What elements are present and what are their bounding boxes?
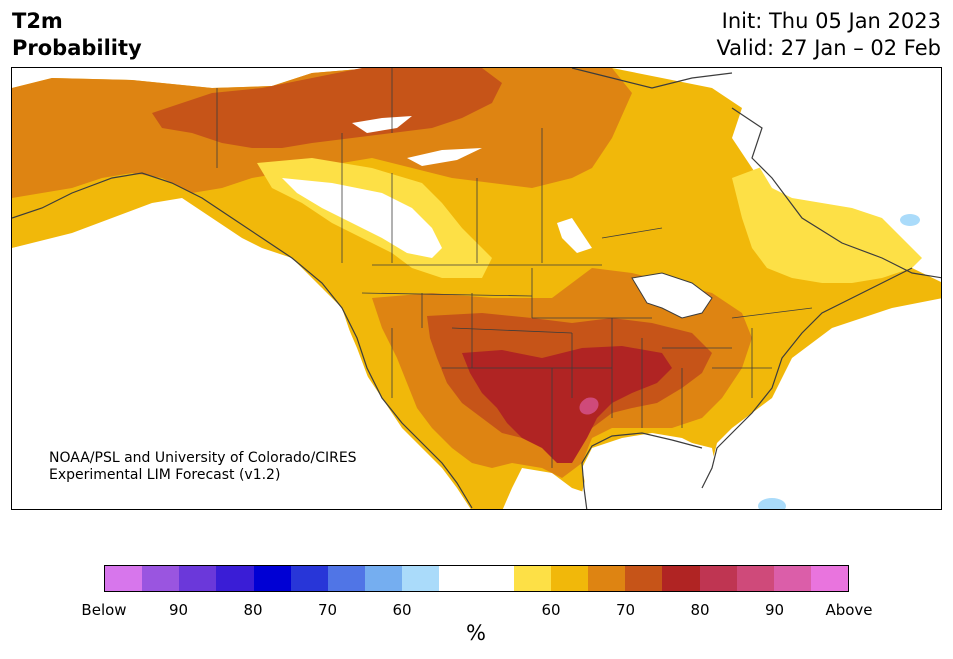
below-normal-spot-se	[758, 498, 786, 509]
colorbar-bin	[105, 566, 143, 591]
colorbar-bin	[550, 566, 589, 591]
title-line-1: T2m	[12, 9, 63, 33]
above-max-spot	[579, 397, 599, 415]
colorbar-tick-label: 70	[317, 601, 338, 619]
colorbar-tick-label: 90	[764, 601, 785, 619]
title-line-2: Probability	[12, 36, 142, 60]
probability-map	[11, 67, 942, 510]
forecast-dates: Init: Thu 05 Jan 2023 Valid: 27 Jan – 02…	[716, 8, 941, 62]
colorbar-bin	[699, 566, 737, 591]
colorbar-bin	[476, 566, 514, 591]
colorbar-bin	[513, 566, 551, 591]
colorbar-tick-label: 80	[243, 601, 263, 619]
map-title: T2m Probability	[12, 8, 142, 62]
colorbar-tick-label: Below	[81, 601, 127, 619]
colorbar-bin	[216, 566, 254, 591]
near-normal-gulf	[582, 438, 717, 509]
colorbar-bin	[142, 566, 180, 591]
large-lake-1	[352, 116, 412, 133]
init-date: Init: Thu 05 Jan 2023	[721, 9, 941, 33]
colorbar-bin	[439, 566, 477, 591]
credit-text: NOAA/PSL and University of Colorado/CIRE…	[49, 450, 357, 484]
colorbar-tick-label: 60	[392, 601, 412, 619]
large-lake-2	[407, 148, 482, 166]
colorbar-tick-label: 60	[541, 601, 561, 619]
north-region-80	[152, 68, 502, 148]
great-lakes	[631, 272, 713, 319]
credit-line-2: Experimental LIM Forecast (v1.2)	[49, 467, 281, 483]
map-canvas	[12, 68, 941, 509]
colorbar-bin	[253, 566, 291, 591]
colorbar-bin	[810, 566, 849, 591]
lake-winnipeg	[557, 218, 592, 253]
colorbar-bin	[402, 566, 440, 591]
colorbar-tick-label: 70	[615, 601, 636, 619]
colorbar-bin	[662, 566, 700, 591]
colorbar-bin	[290, 566, 328, 591]
colorbar-bin	[327, 566, 366, 591]
coastlines	[12, 68, 941, 509]
below-normal-spot-ne	[900, 214, 920, 226]
colorbar-tick-label: 80	[690, 601, 710, 619]
credit-line-1: NOAA/PSL and University of Colorado/CIRE…	[49, 450, 357, 466]
colorbar-bin	[588, 566, 626, 591]
near-normal-east	[747, 98, 941, 268]
colorbar-tick-label: Above	[825, 601, 873, 619]
colorbar-bin	[625, 566, 663, 591]
colorbar-bin	[736, 566, 774, 591]
near-normal-west	[282, 178, 442, 258]
colorbar-bin	[365, 566, 403, 591]
colorbar-bin	[179, 566, 217, 591]
valid-dates: Valid: 27 Jan – 02 Feb	[716, 36, 941, 60]
colorbar	[104, 565, 849, 592]
colorbar-unit: %	[466, 621, 486, 645]
colorbar-tick-label: 90	[168, 601, 189, 619]
region-above-max	[462, 346, 672, 463]
colorbar-bin	[773, 566, 811, 591]
near-normal-pacific	[12, 208, 461, 509]
political-borders	[216, 68, 813, 468]
